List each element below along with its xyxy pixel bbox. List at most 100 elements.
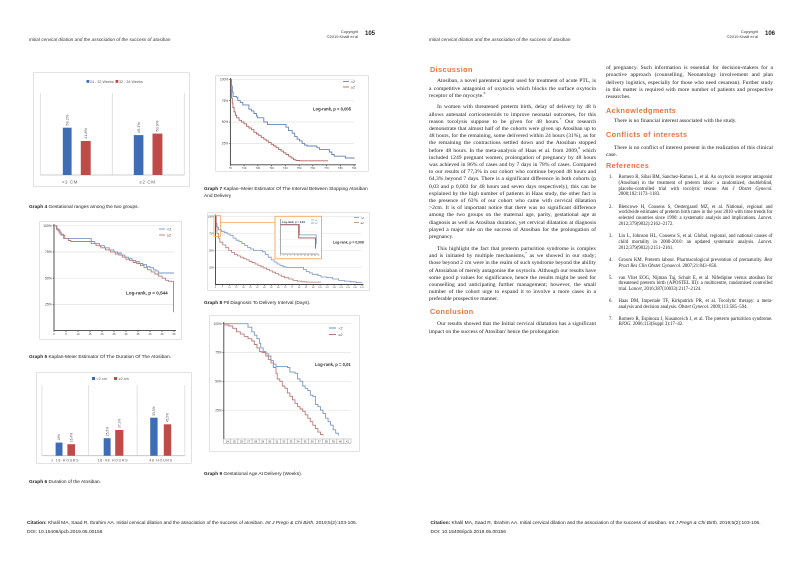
svg-text:28: 28 bbox=[254, 439, 257, 443]
svg-text:105: 105 bbox=[318, 287, 322, 289]
svg-text:16: 16 bbox=[307, 255, 309, 257]
svg-text:75%: 75% bbox=[222, 99, 229, 103]
svg-text:133: 133 bbox=[346, 287, 350, 289]
svg-text:75%: 75% bbox=[209, 231, 215, 235]
svg-text:<2: <2 bbox=[339, 327, 343, 331]
svg-text:T40: T40 bbox=[283, 166, 288, 170]
svg-text:25%: 25% bbox=[209, 265, 215, 269]
svg-text:10: 10 bbox=[77, 332, 80, 336]
svg-text:38: 38 bbox=[325, 439, 328, 443]
svg-text:75%: 75% bbox=[45, 250, 52, 254]
svg-text:10: 10 bbox=[297, 255, 299, 257]
svg-text:37: 37 bbox=[318, 439, 321, 443]
svg-text:Log-rank, p = 0,008: Log-rank, p = 0,008 bbox=[333, 241, 364, 245]
svg-text:<2: <2 bbox=[315, 219, 318, 222]
svg-text:Log-rank, p = 0,01: Log-rank, p = 0,01 bbox=[315, 362, 351, 367]
svg-text:31: 31 bbox=[275, 439, 278, 443]
svg-text:140: 140 bbox=[353, 287, 357, 289]
svg-text:25%: 25% bbox=[45, 303, 52, 307]
svg-text:<2: <2 bbox=[167, 227, 171, 231]
svg-text:Log-rank, p = 0,544: Log-rank, p = 0,544 bbox=[126, 291, 168, 296]
svg-text:100%: 100% bbox=[213, 322, 221, 326]
svg-text:42: 42 bbox=[256, 287, 259, 289]
svg-text:55,5%: 55,5% bbox=[152, 406, 156, 415]
svg-text:T10: T10 bbox=[242, 166, 247, 170]
svg-text:36: 36 bbox=[311, 439, 314, 443]
svg-text:29: 29 bbox=[261, 439, 264, 443]
svg-text:T80: T80 bbox=[338, 166, 343, 170]
svg-text:50%: 50% bbox=[215, 380, 222, 384]
svg-text:≥2 cm: ≥2 cm bbox=[119, 377, 129, 381]
svg-text:≥2: ≥2 bbox=[361, 221, 365, 225]
svg-text:49.1%: 49.1% bbox=[136, 122, 141, 134]
svg-text:18-48 HOURS: 18-48 HOURS bbox=[97, 459, 128, 463]
svg-text:T0: T0 bbox=[229, 166, 233, 170]
svg-text:30: 30 bbox=[268, 439, 271, 443]
svg-text:119: 119 bbox=[332, 287, 336, 289]
svg-text:112: 112 bbox=[325, 287, 329, 289]
svg-text:25%: 25% bbox=[222, 142, 229, 146]
svg-text:16,4%: 16,4% bbox=[69, 433, 73, 442]
svg-text:45: 45 bbox=[161, 332, 164, 336]
svg-text:5: 5 bbox=[65, 332, 67, 336]
svg-text:26: 26 bbox=[240, 439, 243, 443]
svg-text:T70: T70 bbox=[324, 166, 329, 170]
svg-text:126: 126 bbox=[339, 287, 343, 289]
svg-text:T90: T90 bbox=[352, 166, 357, 170]
svg-text:32 - 34 Weeks: 32 - 34 Weeks bbox=[119, 80, 143, 84]
svg-text:19%: 19% bbox=[57, 434, 61, 441]
svg-text:0: 0 bbox=[53, 332, 55, 336]
svg-text:≤ 18 HOURS: ≤ 18 HOURS bbox=[51, 459, 79, 463]
svg-text:T60: T60 bbox=[311, 166, 316, 170]
svg-text:50%: 50% bbox=[45, 276, 52, 280]
svg-text:91: 91 bbox=[305, 287, 308, 289]
svg-text:35: 35 bbox=[137, 332, 140, 336]
svg-text:28: 28 bbox=[242, 287, 245, 289]
svg-text:0: 0 bbox=[280, 255, 281, 257]
svg-text:20: 20 bbox=[314, 255, 316, 257]
svg-text:14: 14 bbox=[228, 287, 231, 289]
svg-text:12: 12 bbox=[300, 255, 302, 257]
svg-text:84: 84 bbox=[298, 287, 301, 289]
svg-text:2: 2 bbox=[284, 255, 285, 257]
svg-text:25%: 25% bbox=[215, 408, 222, 412]
svg-text:41.8%: 41.8% bbox=[83, 127, 88, 139]
svg-text:21: 21 bbox=[235, 287, 238, 289]
svg-text:45,5%: 45,5% bbox=[166, 413, 170, 422]
svg-text:98: 98 bbox=[312, 287, 315, 289]
svg-text:56: 56 bbox=[270, 287, 273, 289]
svg-text:50.9%: 50.9% bbox=[155, 120, 160, 132]
svg-text:T20: T20 bbox=[256, 166, 261, 170]
svg-text:40: 40 bbox=[339, 439, 342, 443]
svg-text:25: 25 bbox=[233, 439, 236, 443]
svg-text:34: 34 bbox=[297, 439, 300, 443]
svg-text:147: 147 bbox=[360, 287, 364, 289]
svg-text:41: 41 bbox=[346, 439, 349, 443]
svg-text:T30: T30 bbox=[269, 166, 274, 170]
svg-text:≥2: ≥2 bbox=[351, 85, 355, 89]
svg-text:18: 18 bbox=[311, 255, 313, 257]
svg-text:77: 77 bbox=[291, 287, 294, 289]
svg-text:<2 CM: <2 CM bbox=[62, 180, 78, 185]
svg-text:48 HOURS: 48 HOURS bbox=[149, 459, 173, 463]
svg-text:4: 4 bbox=[287, 255, 288, 257]
svg-text:24: 24 bbox=[226, 439, 229, 443]
svg-text:22: 22 bbox=[318, 255, 320, 257]
svg-text:≥2: ≥2 bbox=[167, 233, 171, 237]
svg-text:≥2: ≥2 bbox=[315, 222, 318, 225]
svg-text:100%: 100% bbox=[43, 224, 52, 228]
svg-text:15: 15 bbox=[89, 332, 92, 336]
svg-text:24 - 32 Weeks: 24 - 32 Weeks bbox=[90, 80, 114, 84]
svg-text:0: 0 bbox=[215, 287, 217, 289]
svg-text:20: 20 bbox=[101, 332, 104, 336]
svg-text:63: 63 bbox=[277, 287, 280, 289]
svg-text:33: 33 bbox=[289, 439, 292, 443]
svg-text:6: 6 bbox=[290, 255, 291, 257]
svg-text:50%: 50% bbox=[209, 248, 215, 252]
svg-text:≥2: ≥2 bbox=[339, 333, 343, 337]
svg-text:58.2%: 58.2% bbox=[64, 114, 69, 126]
svg-text:37,3%: 37,3% bbox=[117, 419, 121, 428]
svg-text:<2: <2 bbox=[351, 80, 355, 84]
svg-text:75%: 75% bbox=[215, 351, 222, 355]
svg-text:≥2 CM: ≥2 CM bbox=[140, 180, 156, 185]
